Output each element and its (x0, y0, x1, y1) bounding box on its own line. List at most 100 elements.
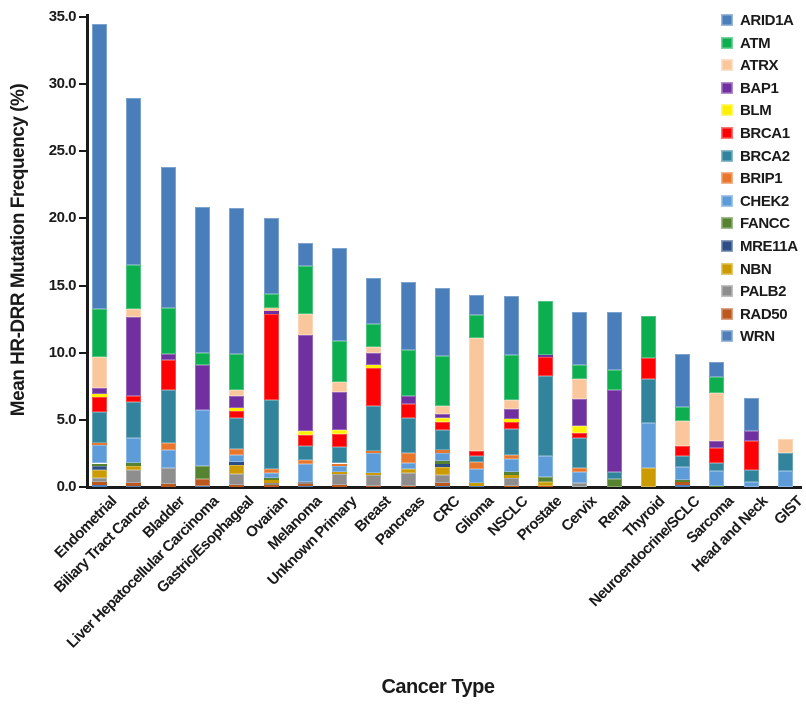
bar-segment-brca1-9 (400, 404, 416, 418)
bar-segment-atrx-17 (675, 420, 691, 447)
legend-label: BRCA1 (740, 125, 790, 142)
bar-segment-rad50-17 (675, 482, 691, 485)
bar-segment-palb2-6 (297, 481, 313, 485)
bar-segment-atm-13 (537, 301, 553, 355)
bar-segment-nbn-16 (640, 468, 656, 487)
bar-segment-mre11a-0 (92, 465, 107, 470)
bar-segment-atrx-14 (572, 378, 588, 400)
bar-segment-brca2-1 (126, 401, 142, 438)
bar-segment-brip1-2 (160, 443, 176, 451)
bar-segment-arid1a-8 (366, 277, 382, 324)
bar-segment-palb2-12 (503, 477, 519, 486)
bar-segment-brca1-11 (469, 450, 485, 457)
bar-segment-rad50-1 (126, 482, 142, 486)
bar-segment-rad50-2 (160, 484, 176, 487)
bar-segment-arid1a-5 (263, 218, 279, 294)
y-tick-mark (79, 150, 86, 153)
bar-segment-rad50-3 (194, 478, 210, 486)
y-axis-line (86, 14, 89, 488)
bar-segment-arid1a-10 (435, 287, 450, 357)
bar-segment-wrn-11 (469, 485, 485, 487)
bar-segment-arid1a-12 (503, 296, 519, 355)
y-tick-label: 20.0 (48, 209, 77, 227)
bar-segment-chek2-11 (469, 468, 485, 483)
bar-segment-atrx-7 (332, 382, 348, 393)
bar-segment-atrx-10 (435, 405, 450, 414)
legend-swatch-wrn (721, 330, 733, 343)
legend-swatch-nbn (721, 262, 733, 275)
bar-segment-brip1-10 (435, 450, 450, 453)
bar-segment-blm-0 (92, 393, 107, 397)
y-tick-mark (79, 418, 86, 421)
bar-segment-fancc-18 (709, 485, 725, 487)
bar-segment-palb2-0 (92, 477, 107, 483)
legend-swatch-brca2 (721, 149, 733, 162)
legend-label: NBN (740, 260, 772, 278)
bar-segment-fancc-3 (194, 466, 210, 479)
bar-segment-palb2-10 (435, 474, 450, 483)
legend-swatch-brca1 (721, 127, 733, 139)
bar-segment-bap1-19 (743, 430, 759, 441)
bar-segment-atrx-18 (709, 393, 725, 442)
bar-segment-bap1-1 (126, 317, 142, 397)
bar-segment-bap1-14 (572, 399, 588, 426)
bar-segment-brip1-9 (400, 452, 416, 463)
bar-segment-chek2-9 (400, 462, 416, 469)
bar-segment-nbn-8 (366, 472, 382, 475)
bar-segment-rad50-13 (537, 485, 553, 487)
bar-segment-atrx-20 (778, 438, 793, 453)
bar-segment-chek2-4 (229, 455, 245, 463)
legend-swatch-bap1 (721, 81, 733, 94)
bar-segment-chek2-10 (435, 452, 450, 462)
bar-segment-brip1-5 (263, 468, 279, 473)
bar-segment-chek2-16 (640, 423, 656, 469)
bar-segment-brca2-16 (640, 378, 656, 424)
bar-segment-brca1-2 (160, 360, 176, 390)
x-axis-title: Cancer Type (381, 676, 495, 698)
bar-segment-bap1-8 (366, 353, 382, 366)
bar-segment-brca2-5 (263, 399, 279, 469)
bar-segment-brca2-15 (606, 472, 622, 479)
bar-segment-arid1a-11 (469, 294, 485, 316)
bar-segment-atm-15 (606, 370, 622, 391)
legend-label: ATRX (740, 57, 779, 75)
bar-segment-chek2-19 (743, 482, 759, 487)
bar-segment-brca1-1 (126, 396, 142, 402)
legend-label: BRCA2 (740, 147, 790, 165)
x-axis-line (86, 486, 802, 489)
bar-segment-atm-8 (366, 323, 382, 347)
bar-segment-rad50-10 (435, 482, 450, 486)
bar-segment-fancc-0 (92, 463, 107, 466)
bar-segment-palb2-14 (572, 482, 588, 487)
bar-segment-atm-9 (400, 350, 416, 396)
bar-segment-palb2-2 (160, 467, 176, 485)
bar-segment-bap1-6 (297, 334, 313, 432)
bar-segment-palb2-5 (263, 482, 279, 485)
bar-segment-arid1a-2 (160, 167, 176, 309)
bar-segment-nbn-7 (332, 471, 348, 475)
bar-segment-arid1a-7 (332, 247, 348, 341)
bar-segment-brca2-18 (709, 462, 725, 471)
bar-segment-atm-18 (709, 376, 725, 393)
legend-label: WRN (740, 328, 775, 346)
legend-swatch-atrx (721, 59, 733, 72)
y-tick-mark (79, 284, 86, 287)
bar-segment-fancc-5 (263, 478, 279, 481)
bar-segment-atrx-12 (503, 399, 519, 410)
bar-segment-atm-7 (332, 340, 348, 383)
bar-segment-chek2-5 (263, 472, 279, 479)
bar-segment-palb2-9 (400, 472, 416, 486)
bar-segment-brip1-7 (332, 463, 348, 467)
bar-segment-brca1-13 (537, 357, 553, 376)
bar-segment-bap1-3 (194, 365, 210, 410)
legend-label: BRIP1 (740, 170, 783, 188)
bar-segment-arid1a-18 (709, 362, 725, 377)
bar-segment-bap1-15 (606, 390, 622, 473)
bar-segment-atrx-6 (297, 314, 313, 335)
bar-segment-bap1-12 (503, 409, 519, 420)
legend-swatch-chek2 (721, 194, 733, 207)
bar-segment-chek2-13 (537, 456, 553, 477)
legend-label: CHEK2 (740, 192, 789, 210)
bar-segment-brca2-13 (537, 375, 553, 457)
bar-segment-atm-2 (160, 308, 176, 355)
